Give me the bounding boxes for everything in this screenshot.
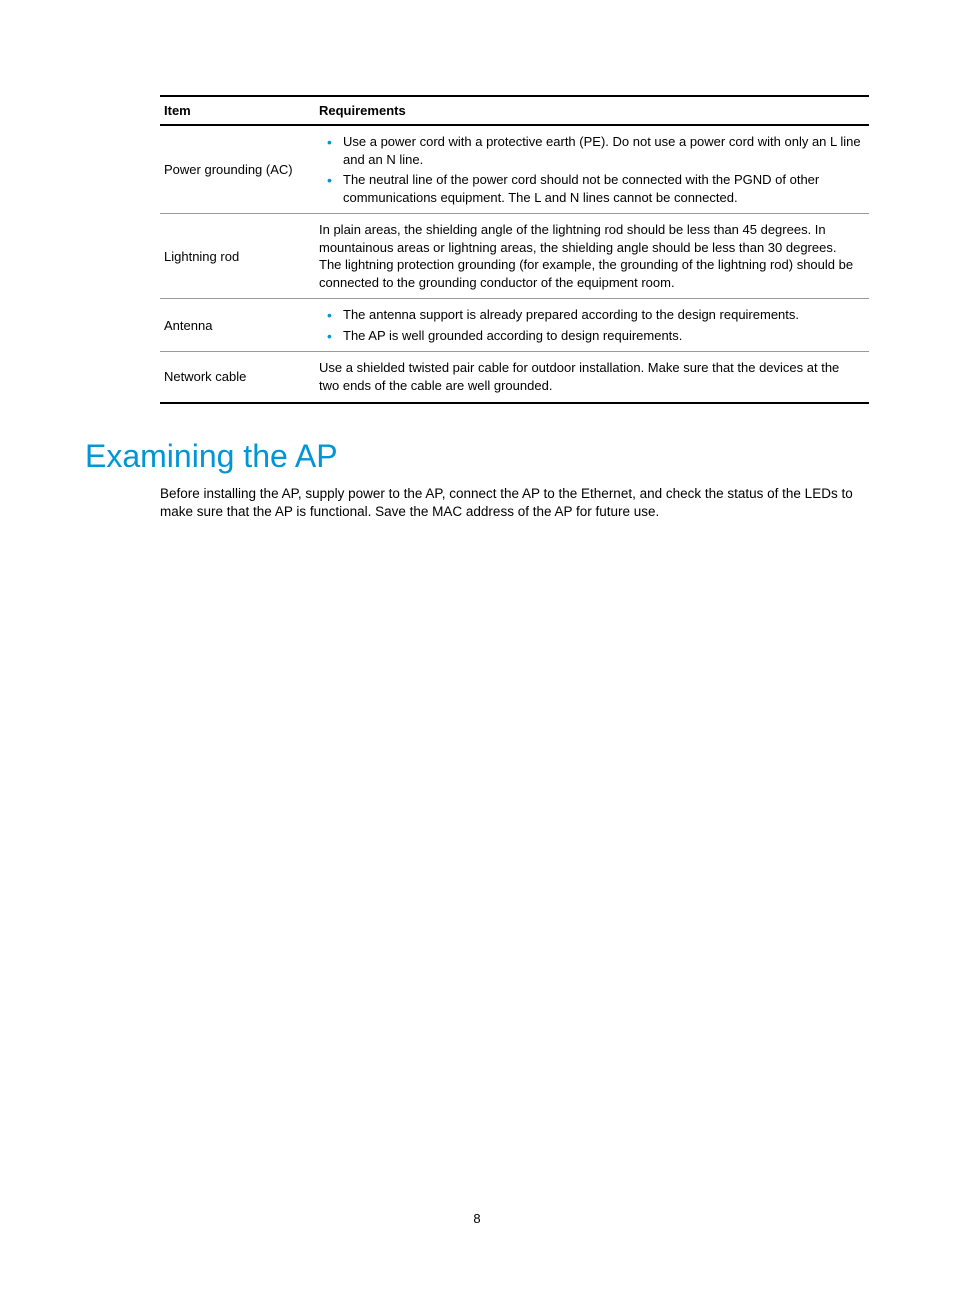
requirements-cell: In plain areas, the shielding angle of t…: [315, 214, 869, 299]
bullet-list: Use a power cord with a protective earth…: [319, 133, 861, 206]
body-paragraph: Before installing the AP, supply power t…: [160, 485, 869, 523]
bullet-item: The antenna support is already prepared …: [319, 306, 861, 324]
header-requirements: Requirements: [315, 96, 869, 125]
item-cell: Network cable: [160, 352, 315, 403]
requirements-cell: Use a shielded twisted pair cable for ou…: [315, 352, 869, 403]
bullet-item: The neutral line of the power cord shoul…: [319, 171, 861, 206]
requirements-table: Item Requirements Power grounding (AC) U…: [160, 95, 869, 404]
table-row: Power grounding (AC) Use a power cord wi…: [160, 125, 869, 214]
item-cell: Power grounding (AC): [160, 125, 315, 214]
table-header-row: Item Requirements: [160, 96, 869, 125]
requirements-cell: Use a power cord with a protective earth…: [315, 125, 869, 214]
table-row: Lightning rod In plain areas, the shield…: [160, 214, 869, 299]
item-cell: Antenna: [160, 299, 315, 352]
bullet-item: Use a power cord with a protective earth…: [319, 133, 861, 168]
requirements-cell: The antenna support is already prepared …: [315, 299, 869, 352]
bullet-item: The AP is well grounded according to des…: [319, 327, 861, 345]
item-cell: Lightning rod: [160, 214, 315, 299]
page-content: Item Requirements Power grounding (AC) U…: [0, 0, 954, 522]
table-row: Network cable Use a shielded twisted pai…: [160, 352, 869, 403]
header-item: Item: [160, 96, 315, 125]
table-row: Antenna The antenna support is already p…: [160, 299, 869, 352]
bullet-list: The antenna support is already prepared …: [319, 306, 861, 344]
page-number: 8: [0, 1211, 954, 1226]
section-heading: Examining the AP: [85, 438, 869, 475]
